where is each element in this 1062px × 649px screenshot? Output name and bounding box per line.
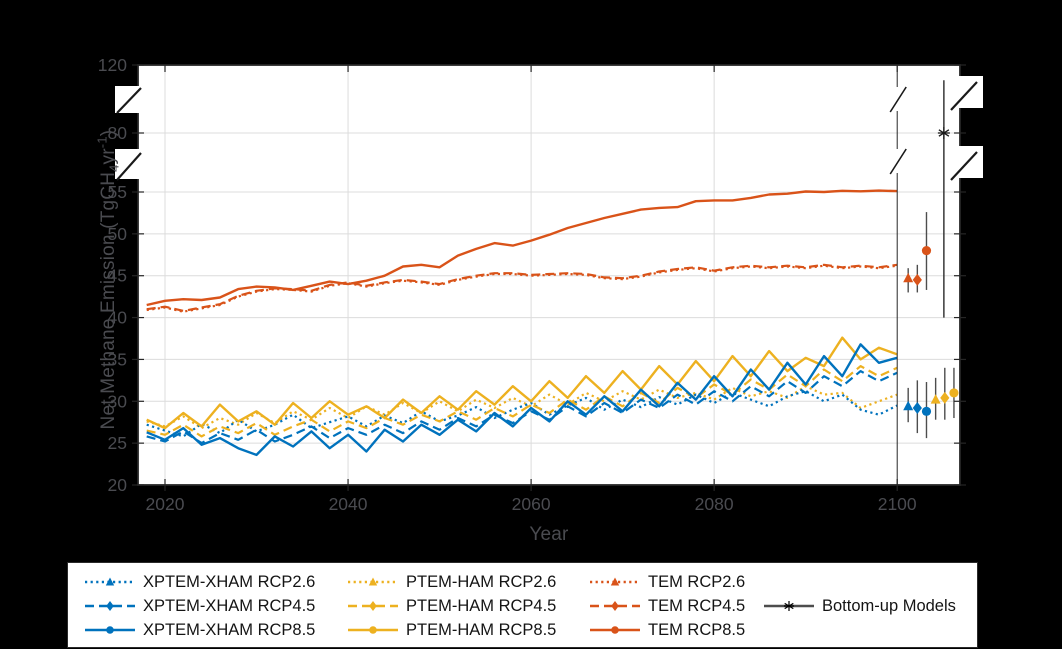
legend-entry-ptem-ham-rcp2.6: PTEM-HAM RCP2.6 [347, 571, 556, 593]
triangle-marker-icon [903, 400, 914, 411]
axis-break-slash-icon [116, 87, 142, 114]
circle-marker-icon [611, 626, 619, 634]
y-tick-label: 55 [108, 182, 127, 202]
axis-break-slash-icon [950, 81, 978, 111]
legend-entry-label: XPTEM-XHAM RCP4.5 [143, 596, 316, 615]
axis-break-slash-icon [950, 151, 978, 181]
triangle-marker-icon [903, 272, 914, 283]
diamond-marker-icon [106, 601, 114, 611]
circle-marker-icon [921, 406, 932, 416]
x-tick-label: 2040 [329, 494, 368, 514]
diamond-marker-icon [912, 401, 922, 414]
x-tick-label: 2100 [878, 494, 917, 514]
axis-break-marks [115, 76, 983, 181]
y-axis-label: Net Methane Emission (TgCH4yr-1) [94, 129, 122, 430]
legend-line-sample [85, 601, 135, 611]
legend-entry-label: Bottom-up Models [822, 596, 956, 615]
x-axis-label: Year [529, 524, 569, 545]
legend-line-sample [590, 601, 640, 611]
legend-line-sample [348, 626, 398, 634]
axis-break-patch [115, 86, 139, 113]
y-tick-label: 35 [108, 349, 127, 369]
legend-entry-ptem-ham-rcp4.5: PTEM-HAM RCP4.5 [347, 595, 556, 617]
diamond-marker-icon [940, 391, 950, 404]
triangle-marker-icon [610, 577, 620, 586]
legend-entry-label: TEM RCP2.6 [648, 572, 746, 591]
circle-marker-icon [949, 388, 959, 398]
legend-line-sample [590, 577, 640, 586]
series-tem-rcp2.6 [146, 264, 898, 313]
triangle-marker-icon [930, 394, 941, 404]
axis-break-patch [957, 76, 983, 108]
legend-entry-label: TEM RCP4.5 [648, 596, 746, 615]
axis-break-slash-icon [889, 148, 907, 175]
x-tick-label: 2060 [512, 494, 551, 514]
error-bars-group [903, 80, 959, 439]
plot-border [137, 64, 961, 486]
tick-marks [132, 64, 966, 491]
diamond-marker-icon [611, 601, 619, 611]
triangle-marker-icon [368, 577, 378, 586]
axis-break-slash-icon [889, 86, 907, 113]
legend-entry-xptem-xham-rcp2.6: XPTEM-XHAM RCP2.6 [84, 571, 315, 593]
diamond-marker-icon [369, 601, 377, 611]
diamond-marker-icon [912, 273, 922, 286]
x-tick-label: 2080 [695, 494, 734, 514]
series-xptem-xham-rcp2.6 [146, 390, 898, 438]
legend-entry-label: PTEM-HAM RCP8.5 [406, 620, 557, 639]
axis-break-patch [115, 149, 139, 179]
legend-entry-tem-rcp4.5: TEM RCP4.5 [589, 595, 745, 617]
legend-entry-tem-rcp8.5: TEM RCP8.5 [589, 619, 745, 641]
legend-entry-ptem-ham-rcp8.5: PTEM-HAM RCP8.5 [347, 619, 556, 641]
circle-marker-icon [106, 626, 114, 634]
legend-entry-bottom-up-models: Bottom-up Models [763, 595, 956, 617]
legend-line-sample [85, 626, 135, 634]
legend-entry-label: XPTEM-XHAM RCP8.5 [143, 620, 316, 639]
legend-line-sample [348, 577, 398, 586]
tick-labels: 20 25 30 35 40 45 50 55 80 120 2020 2040 2060 2080 210… [98, 55, 917, 514]
legend-entry-label: XPTEM-XHAM RCP2.6 [143, 572, 316, 591]
x-tick-label: 2020 [146, 494, 185, 514]
circle-marker-icon [921, 246, 932, 256]
legend-entry-label: PTEM-HAM RCP2.6 [406, 572, 557, 591]
series-ptem-ham-rcp8.5 [146, 336, 898, 430]
legend-entry-label: TEM RCP8.5 [648, 620, 746, 639]
series-group [146, 189, 898, 457]
y-tick-label: 50 [108, 224, 128, 244]
y-tick-label: 25 [108, 433, 127, 453]
axis-break-patch [957, 146, 983, 178]
y-tick-label: 40 [108, 308, 128, 328]
legend-box: XPTEM-XHAM RCP2.6 XPTEM-XHAM RCP4.5 XPTEM-… [67, 562, 978, 648]
series-tem-rcp8.5 [146, 189, 898, 307]
series-xptem-xham-rcp8.5 [146, 343, 898, 457]
y-tick-label: 30 [108, 391, 128, 411]
triangle-marker-icon [105, 577, 115, 586]
y-tick-label: 120 [98, 55, 127, 75]
circle-marker-icon [369, 626, 377, 634]
legend-entry-xptem-xham-rcp4.5: XPTEM-XHAM RCP4.5 [84, 595, 315, 617]
y-tick-label: 80 [108, 123, 128, 143]
legend-entry-label: PTEM-HAM RCP4.5 [406, 596, 557, 615]
legend-line-sample [590, 626, 640, 634]
y-tick-label: 45 [108, 266, 127, 286]
legend-entry-tem-rcp2.6: TEM RCP2.6 [589, 571, 745, 593]
legend-entry-xptem-xham-rcp8.5: XPTEM-XHAM RCP8.5 [84, 619, 315, 641]
legend-line-sample [764, 601, 814, 611]
y-tick-label: 20 [108, 475, 128, 495]
legend-line-sample [348, 601, 398, 611]
axis-break-slash-icon [116, 152, 142, 181]
legend-line-sample [85, 577, 135, 586]
